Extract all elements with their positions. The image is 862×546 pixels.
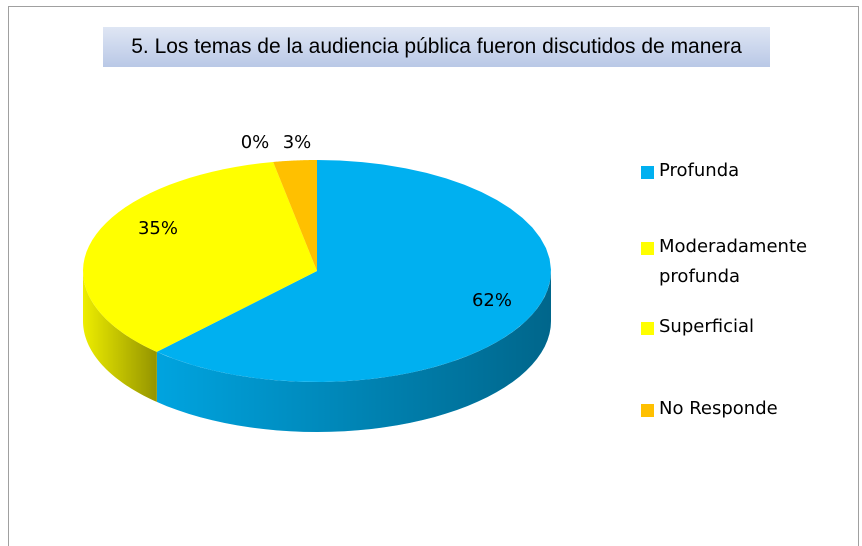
chart-title: 5. Los temas de la audiencia pública fue… [103,27,770,67]
slice-side-shade [83,271,157,402]
legend-label: Moderadamente profunda [659,236,808,287]
chart-frame [8,6,859,546]
legend-swatch [641,322,654,335]
data-label: 35% [138,218,178,239]
legend-label: Profunda [659,160,740,181]
data-label: 3% [283,132,312,153]
slice [156,160,551,382]
legend-item: Moderadamente profunda [641,236,844,292]
legend-item: Profunda [641,160,844,186]
legend-swatch [641,404,654,417]
data-label: 0% [241,132,270,153]
slice [83,161,317,352]
legend-item: Superficial [641,316,844,342]
slice [273,160,317,271]
data-label: 62% [472,290,512,311]
legend-swatch [641,166,654,179]
legend-label: No Responde [659,398,778,419]
legend-item: No Responde [641,398,844,424]
slice-side-shade [156,271,551,432]
legend-swatch [641,242,654,255]
legend-label: Superficial [659,316,755,337]
